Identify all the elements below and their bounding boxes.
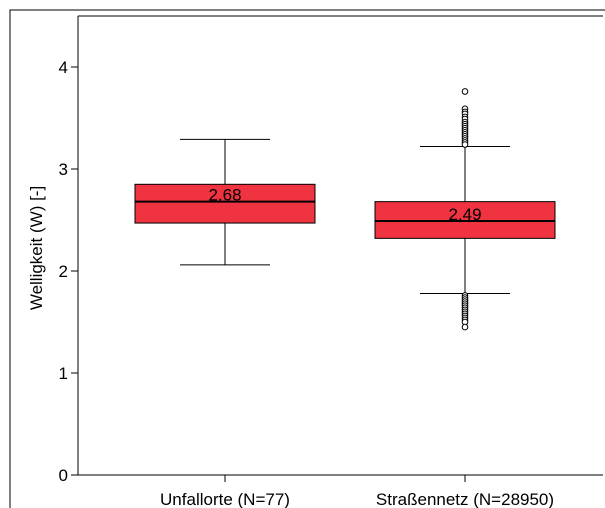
y-tick-label: 2 — [59, 262, 68, 281]
y-tick-label: 3 — [59, 160, 68, 179]
outlier-point — [461, 323, 469, 331]
axes: 0 1 2 3 4 Unfallorte (N=77) Straßennetz (N=289… — [9, 9, 605, 508]
x-tick-label: Unfallorte (N=77) — [160, 490, 290, 508]
plot-area: 2,68 2,49 — [134, 88, 556, 331]
interquartile-box — [134, 183, 316, 224]
x-tick-label: Straßennetz (N=28950) — [376, 490, 554, 508]
y-tick-label: 4 — [59, 58, 68, 77]
outlier-point — [461, 88, 469, 95]
y-tick-label: 0 — [59, 466, 68, 485]
outer-frame — [9, 9, 605, 508]
interquartile-box — [374, 201, 556, 239]
outlier-point — [461, 141, 469, 148]
box-group: 2,49 — [374, 88, 556, 331]
y-axis-label: Welligkeit (W) [-] — [27, 186, 46, 310]
y-tick-label: 1 — [59, 364, 68, 383]
median-label: 2,68 — [208, 186, 241, 205]
median-label: 2,49 — [448, 205, 481, 224]
box-group: 2,68 — [134, 138, 316, 266]
